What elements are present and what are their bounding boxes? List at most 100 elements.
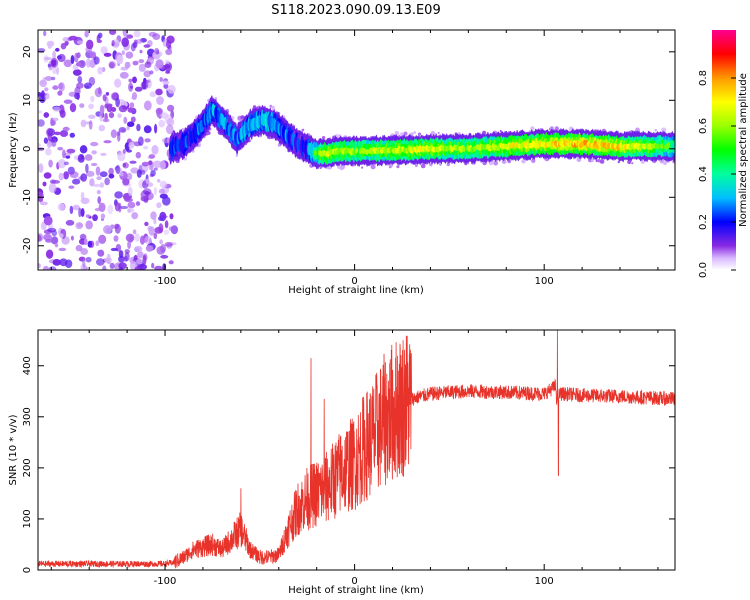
noise-blob [99,104,105,114]
halo-point [595,159,598,162]
noise-blob [59,130,69,137]
noise-blob [133,30,141,38]
noise-blob [76,82,84,89]
noise-blob [149,173,154,178]
noise-blob [38,119,45,127]
noise-blob [160,244,167,253]
halo-point [554,126,559,131]
noise-blob [141,161,150,167]
noise-blob [77,76,83,84]
noise-blob [128,142,135,149]
ridge-cell [462,146,466,153]
noise-blob [159,239,163,245]
noise-blob [163,229,169,235]
noise-blob [90,95,95,103]
noise-blob [102,118,110,123]
halo-point [322,136,326,140]
noise-blob [156,179,161,183]
halo-point [521,158,526,164]
noise-blob [166,118,175,126]
noise-blob [96,39,102,43]
noise-blob [159,211,167,222]
noise-blob [159,193,168,199]
noise-blob [118,266,124,270]
noise-blob [43,137,49,144]
colorbar-tick-label: 0.2 [698,214,709,230]
noise-blob [92,214,98,222]
noise-blob [137,251,144,259]
noise-blob [127,107,134,113]
noise-blob [110,92,118,101]
noise-blob [127,240,131,250]
noise-blob [90,141,99,147]
halo-point [361,166,364,169]
noise-blob [68,185,75,189]
noise-blob [164,64,171,69]
noise-blob [128,82,134,92]
halo-point [627,160,632,164]
noise-blob [143,145,149,150]
noise-blob [85,256,92,263]
halo-point [403,131,408,136]
noise-blob [127,172,133,181]
noise-blob [155,59,164,69]
snr-y-tick-label: 100 [22,509,33,528]
noise-blob [153,232,158,240]
noise-blob [153,167,158,171]
halo-point [631,162,634,165]
noise-blob [143,100,152,111]
noise-blob [148,154,156,159]
halo-point [319,166,322,170]
halo-point [339,164,345,170]
halo-point [269,104,273,108]
noise-blob [143,80,151,83]
noise-blob [88,120,93,130]
noise-blob [43,216,53,226]
noise-blob [88,114,96,120]
noise-blob [96,258,105,266]
noise-blob [42,181,47,187]
colorbar-tick-label: 0.8 [698,70,709,86]
noise-blob [151,262,155,269]
noise-blob [132,76,137,84]
noise-blob [91,150,97,155]
noise-blob [129,160,137,164]
noise-blob [154,123,158,134]
spectrogram-frame [37,29,676,271]
noise-blob [104,177,110,186]
noise-blob [145,178,150,184]
noise-blob [57,203,65,211]
spectrogram-x-label: Height of straight line (km) [288,285,424,296]
noise-blob [168,226,175,232]
noise-blob [68,35,78,41]
noise-blob [158,188,165,194]
noise-blob [108,62,115,69]
snr-x-ticks: -100 0 100 [50,330,659,587]
noise-blob [62,149,66,159]
noise-blob [76,40,84,45]
noise-blob [58,247,67,252]
noise-blob [143,125,152,134]
noise-blob [52,117,59,122]
ridge-cell [660,143,664,150]
noise-blob [160,112,169,119]
noise-blob [100,46,108,54]
halo-point [370,164,376,170]
halo-point [413,131,417,134]
snr-y-tick-label: 0 [22,567,33,573]
snr-series-line [38,330,675,569]
noise-blob [63,59,72,68]
noise-blob [117,152,126,162]
noise-blob [97,66,103,75]
noise-blob [117,132,121,142]
noise-blob [46,40,55,47]
snr-y-tick-label: 300 [22,407,33,426]
noise-blob [70,55,75,64]
ridge-cell [450,146,454,153]
colorbar-tick-label: 0.0 [698,262,709,278]
noise-blob [138,136,144,146]
halo-point [301,128,305,132]
noise-blob [125,233,135,242]
noise-blob [38,143,41,147]
